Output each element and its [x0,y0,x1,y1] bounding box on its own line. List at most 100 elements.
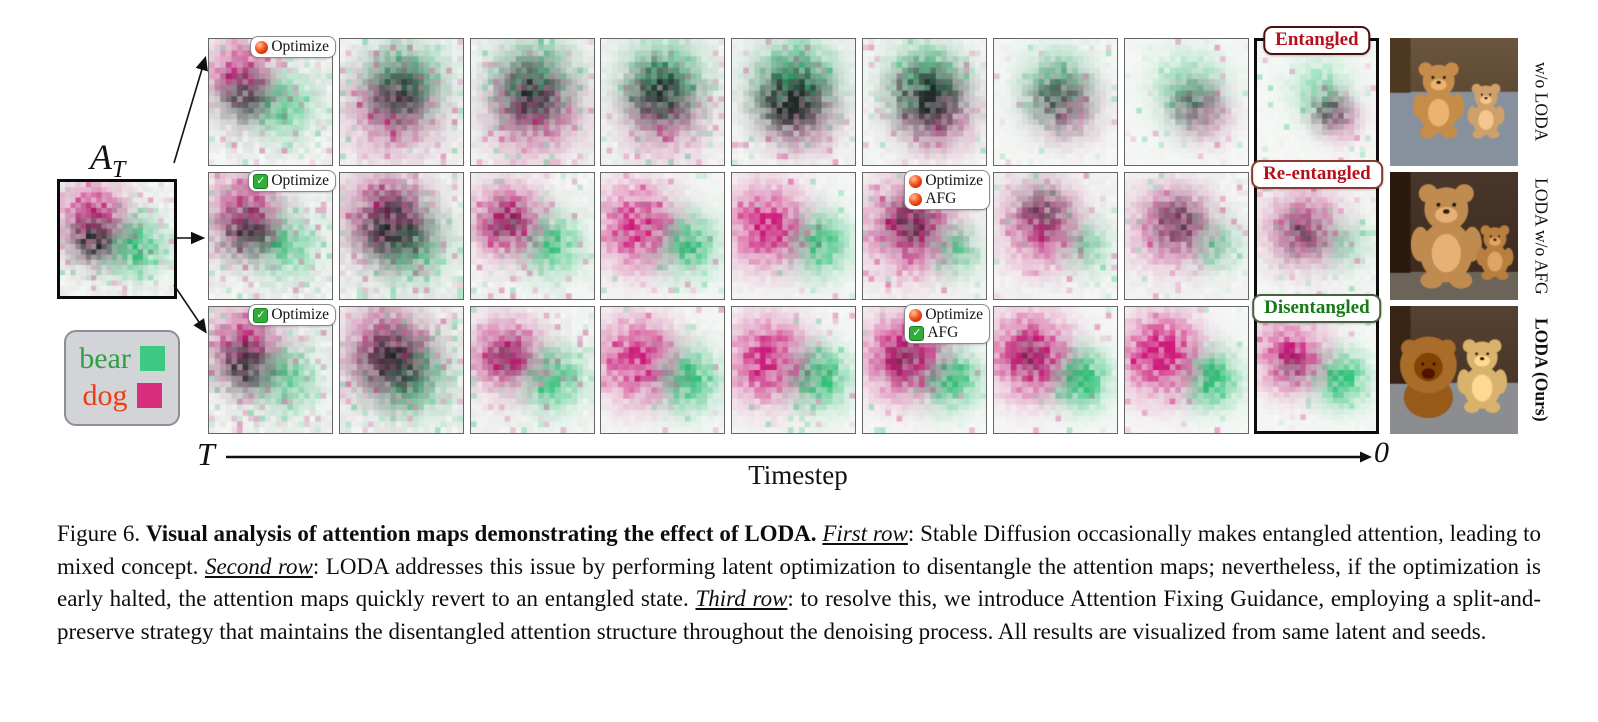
optimize-badge: Optimize AFG [904,170,990,210]
initial-attention-map-canvas [60,182,174,296]
caption-segment: Visual analysis of attention maps demons… [145,521,817,546]
optimize-badge-line: Optimize [909,306,983,324]
result-photo [1390,172,1518,300]
attention-map-canvas [1124,173,1248,299]
attention-map-canvas [339,307,463,433]
green-check-icon: ✓ [909,325,925,341]
green-check-icon: ✓ [253,173,269,189]
attention-map-canvas [993,39,1117,165]
optimize-badge-label: Optimize [925,172,983,189]
attention-map-canvas [339,173,463,299]
attention-map-panel [731,172,857,300]
optimize-badge-label: AFG [927,324,959,341]
attention-map-panel [731,306,857,434]
attention-map-panel [338,172,464,300]
attention-map-panel [1123,38,1249,166]
caption-segment: : to resolve this, we introduce Attentio… [57,586,1541,644]
attention-map-panel: Re-entangled [1251,160,1383,300]
optimize-badge-label: Optimize [271,38,329,55]
attention-map-canvas [601,39,725,165]
attention-map-canvas [1257,175,1377,297]
state-badge: Disentangled [1252,294,1382,323]
attention-map-panel: Entangled [1254,26,1380,166]
optimize-badge-label: Optimize [271,306,329,323]
row-label: LODA w/o AFG [1531,177,1552,295]
attention-map-canvas [209,173,332,299]
attention-map-panel [992,306,1118,434]
attention-map-panel [1123,306,1249,434]
row-label: LODA (Ours) [1531,318,1552,422]
optimize-badge-label: Optimize [925,306,983,323]
attention-map-panel [600,38,726,166]
attention-map-panel [469,38,595,166]
attention-grid: Optimize Entangled w/o LODA ✓ Optimize Optimi… [208,26,1588,440]
optimize-badge-label: AFG [925,190,957,207]
attention-map-canvas [993,307,1117,433]
attention-map-canvas [209,307,332,433]
result-photo-canvas [1390,306,1518,434]
attention-map-canvas [1257,309,1377,431]
branch-arrows [173,55,208,334]
attention-map-canvas [1124,307,1248,433]
attention-map-canvas [470,173,594,299]
attention-map-panel [1123,172,1249,300]
figure-caption: Figure 6. Visual analysis of attention m… [57,518,1541,648]
attention-map-panel [600,306,726,434]
at-subscript: T [112,157,126,184]
red-dot-icon [909,308,923,322]
axis-arrowhead-icon [1360,451,1372,463]
axis-end-label: 0 [1374,436,1389,469]
attention-map-canvas [601,173,725,299]
figure-region: AT bear dog Optimize Entangled w/o LODA ✓ Opt… [57,26,1588,490]
state-badge: Re-entangled [1251,160,1383,189]
attention-map-panel: Optimize ✓ AFG [862,304,990,434]
attention-map-canvas [470,307,594,433]
attention-map-canvas [732,307,856,433]
optimize-badge-line: ✓ Optimize [253,306,329,324]
attention-map-panel [469,172,595,300]
green-check-icon: ✓ [253,307,269,323]
optimize-badge-line: Optimize [255,38,329,56]
red-dot-icon [909,174,923,188]
attention-map-canvas [1257,41,1377,163]
attention-map-canvas [732,173,856,299]
result-photo [1390,38,1518,166]
legend-item-bear: bear [66,340,178,377]
attention-map-canvas [1124,39,1248,165]
optimize-badge: Optimize [250,36,336,58]
red-dot-icon [255,40,269,54]
caption-segment: Third row [695,586,788,612]
legend-item-dog: dog [66,377,178,414]
at-symbol: A [90,137,112,177]
attention-map-panel [992,172,1118,300]
attention-map-panel: Optimize AFG [862,170,990,300]
legend: bear dog [64,330,180,426]
optimize-badge: ✓ Optimize [248,170,336,192]
attention-map-canvas [601,307,725,433]
attention-map-panel: Optimize [208,36,336,166]
optimize-badge-line: Optimize [909,172,983,190]
optimize-badge-line: AFG [909,190,983,208]
attention-map-panel: ✓ Optimize [208,170,336,300]
caption-segment: : Stable Diffusion occasionally makes en… [57,521,1541,579]
attention-map-panel [992,38,1118,166]
initial-attention-map [57,179,177,299]
axis-start-label: T [197,436,215,472]
attention-map-canvas [470,39,594,165]
attention-map-panel [862,38,987,166]
legend-swatch-icon [139,346,165,371]
axis-title: Timestep [748,460,848,490]
result-photo-canvas [1390,172,1518,300]
timestep-axis [226,451,1372,463]
caption-segment: First row [822,521,908,546]
attention-map-panel [731,38,857,166]
legend-label: dog [82,378,128,412]
caption-segment: Second row [204,553,313,579]
row-label: w/o LODA [1531,62,1552,142]
attention-map-canvas [209,39,332,165]
optimize-badge: Optimize ✓ AFG [904,304,990,344]
attention-map-panel: ✓ Optimize [208,304,336,434]
attention-map-canvas [339,39,463,165]
result-photo-canvas [1390,38,1518,166]
